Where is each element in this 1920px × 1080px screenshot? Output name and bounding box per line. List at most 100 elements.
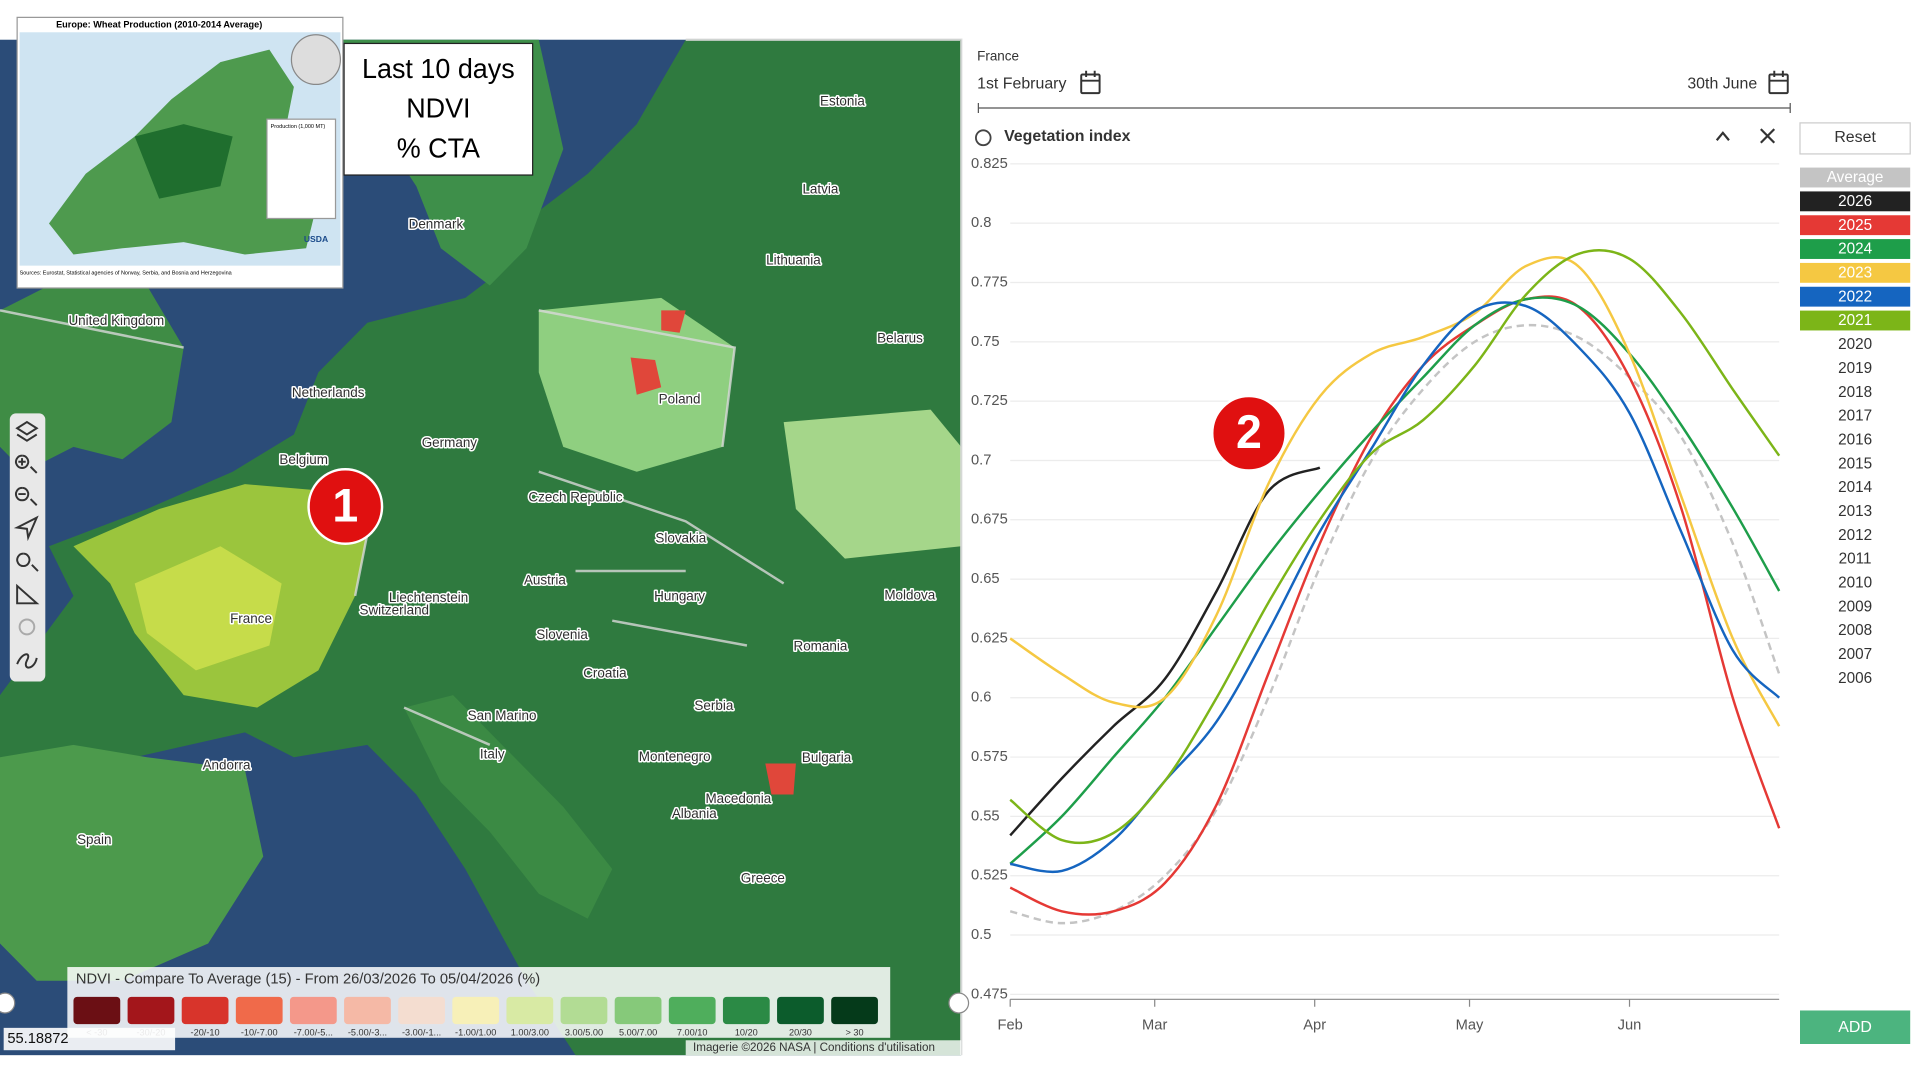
- year-option[interactable]: 2010: [1838, 574, 1872, 591]
- x-tick-label: Jun: [1618, 1017, 1642, 1033]
- year-option[interactable]: 2019: [1838, 360, 1872, 377]
- y-tick-label: 0.675: [971, 512, 1008, 528]
- chart: 0.475 0.5 0.525 0.55 0.575 0.6 0.625 0.65 0.675 0…: [971, 156, 1911, 1033]
- legend-swatch[interactable]: [127, 996, 175, 1025]
- year-option[interactable]: 2006: [1838, 670, 1872, 687]
- x-tick-label: May: [1456, 1017, 1484, 1033]
- land-continent: [0, 39, 962, 1056]
- year-button[interactable]: [1800, 286, 1911, 307]
- y-tick-label: 0.75: [971, 334, 1000, 350]
- legend-swatch[interactable]: [344, 996, 391, 1025]
- measure-button[interactable]: [16, 583, 40, 605]
- map-label: United Kingdom: [68, 313, 164, 328]
- zoom-out-button[interactable]: [15, 486, 38, 506]
- map-label: Austria: [524, 572, 566, 587]
- start-calendar[interactable]: [1080, 70, 1101, 95]
- legend-swatch[interactable]: [722, 996, 770, 1025]
- marker-label: 2: [1236, 406, 1262, 458]
- y-tick-label: 0.725: [971, 393, 1008, 409]
- legend-swatch[interactable]: [560, 996, 608, 1025]
- globe-icon: [975, 129, 992, 147]
- legend-swatch[interactable]: [289, 996, 337, 1025]
- reset-label: Reset: [1834, 128, 1876, 146]
- year-option[interactable]: 2017: [1838, 408, 1872, 425]
- target-button[interactable]: [18, 618, 36, 636]
- inset-title: Europe: Wheat Production (2010-2014 Aver…: [56, 19, 262, 29]
- year-button[interactable]: [1800, 262, 1911, 283]
- map-toolbar: [9, 413, 46, 682]
- map-label: Belgium: [279, 452, 328, 467]
- marker: [1211, 394, 1287, 472]
- collapse-button[interactable]: [1715, 131, 1730, 141]
- year-option[interactable]: 2015: [1838, 455, 1872, 472]
- legend-swatch[interactable]: [235, 996, 283, 1025]
- legend-swatch[interactable]: [506, 996, 554, 1025]
- y-tick-label: 0.825: [971, 156, 1008, 172]
- y-tick-label: 0.475: [971, 986, 1008, 1002]
- prev-button[interactable]: [0, 992, 16, 1014]
- end-calendar[interactable]: [1768, 70, 1789, 95]
- legend-swatch[interactable]: [614, 996, 662, 1025]
- year-button[interactable]: [1800, 239, 1911, 259]
- legend-label: -20/-10: [191, 1027, 220, 1037]
- next-button[interactable]: [948, 992, 970, 1014]
- year-option[interactable]: 2020: [1838, 336, 1872, 353]
- inset-sources: Sources: Eurostat, Statistical agencies …: [20, 271, 233, 277]
- series-line: [1009, 249, 1781, 845]
- attribution-bg: [685, 1040, 962, 1056]
- map-label: Hungary: [654, 589, 705, 604]
- legend-label: -10/-7.00: [241, 1027, 278, 1037]
- year-option[interactable]: 2012: [1838, 527, 1872, 544]
- chart-title: Vegetation index: [1004, 127, 1130, 145]
- year-option[interactable]: 2007: [1838, 646, 1872, 663]
- map-label: Poland: [659, 391, 701, 406]
- year-option[interactable]: 2016: [1838, 431, 1872, 448]
- map-label: Denmark: [409, 216, 464, 231]
- y-tick-label: 0.5: [971, 927, 991, 943]
- series-line: [1009, 323, 1781, 925]
- series-line: [1009, 296, 1781, 865]
- year-label: Average: [1827, 169, 1884, 186]
- borders: [0, 38, 963, 1056]
- layers-button[interactable]: [15, 420, 39, 442]
- year-option[interactable]: 2013: [1838, 503, 1872, 520]
- draw-button[interactable]: [16, 653, 38, 669]
- land-east: [783, 409, 962, 559]
- legend-label: 5.00/7.00: [619, 1027, 657, 1037]
- legend-swatch[interactable]: [73, 996, 121, 1025]
- search-button[interactable]: [16, 552, 39, 572]
- year-option[interactable]: 2014: [1838, 479, 1872, 496]
- year-option[interactable]: 2009: [1838, 598, 1872, 615]
- legend-swatch[interactable]: [831, 996, 878, 1025]
- year-option[interactable]: 2008: [1838, 622, 1872, 639]
- legend-swatch[interactable]: [777, 996, 824, 1025]
- coords-bg: [3, 1027, 176, 1051]
- year-button[interactable]: [1800, 215, 1911, 236]
- year-label: 2026: [1838, 193, 1872, 210]
- land-italy: [404, 695, 613, 919]
- series-line: [1009, 256, 1781, 727]
- year-button[interactable]: [1800, 191, 1911, 212]
- legend-swatch[interactable]: [181, 996, 229, 1025]
- year-button[interactable]: [1800, 310, 1911, 331]
- date-slider[interactable]: [977, 103, 1791, 113]
- year-option[interactable]: 2011: [1839, 551, 1872, 568]
- x-tick-label: Apr: [1303, 1017, 1326, 1033]
- inset-map: Europe: Wheat Production (2010-2014 Aver…: [16, 16, 344, 289]
- add-button[interactable]: [1800, 1010, 1911, 1044]
- coordinates: 55.18872: [7, 1031, 68, 1047]
- year-button[interactable]: [1800, 167, 1911, 188]
- legend-swatch[interactable]: [398, 996, 445, 1025]
- y-tick-label: 0.7: [971, 452, 991, 468]
- legend-swatch[interactable]: [452, 996, 500, 1025]
- zoom-in-button[interactable]: [15, 454, 38, 474]
- locate-button[interactable]: [13, 515, 39, 542]
- year-option[interactable]: 2018: [1838, 384, 1872, 401]
- x-tick-label: Mar: [1142, 1017, 1167, 1033]
- close-button[interactable]: [1760, 128, 1776, 144]
- reset-button[interactable]: [1799, 122, 1911, 155]
- legend-swatch[interactable]: [668, 996, 716, 1025]
- legend-label: -5.00/-3...: [348, 1027, 387, 1037]
